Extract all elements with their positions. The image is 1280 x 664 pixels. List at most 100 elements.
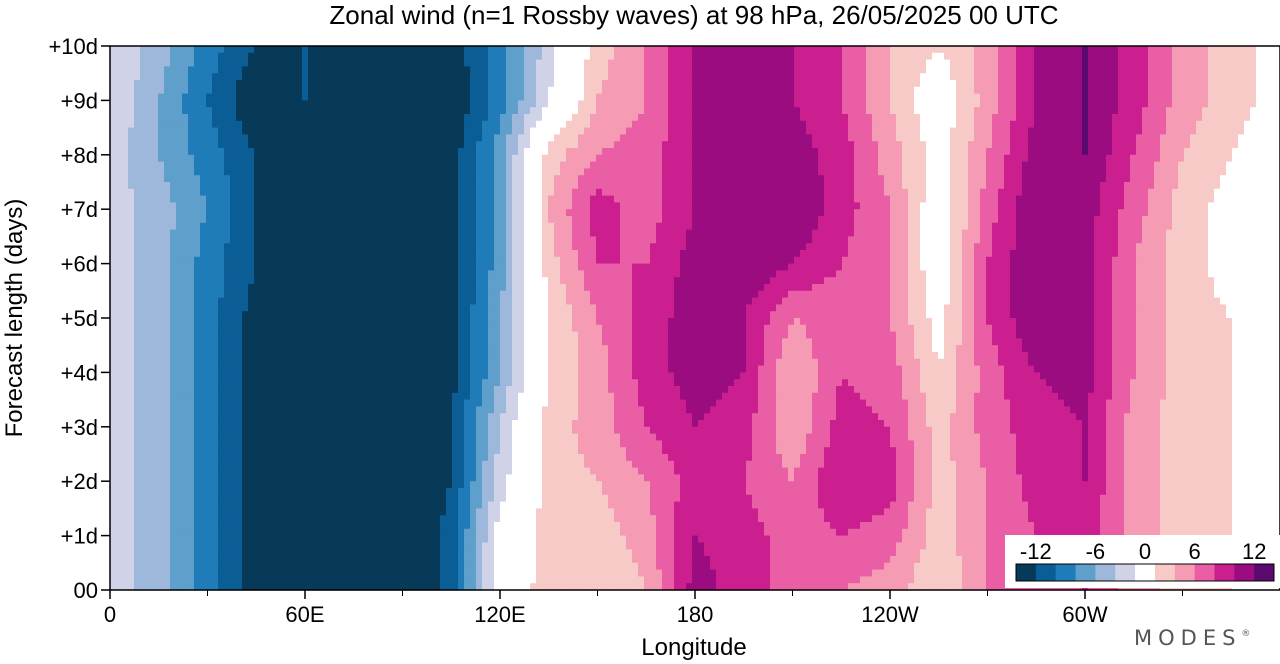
field-cell <box>110 114 117 122</box>
field-cell <box>890 175 897 183</box>
field-cell <box>752 134 759 142</box>
field-cell <box>404 59 411 67</box>
field-cell <box>116 134 123 142</box>
field-cell <box>272 141 279 149</box>
field-cell <box>1208 188 1215 197</box>
field-cell <box>296 195 303 203</box>
field-cell <box>740 168 747 176</box>
field-cell <box>920 154 927 163</box>
field-cell <box>386 127 393 135</box>
field-cell <box>590 141 597 149</box>
field-cell <box>122 66 129 74</box>
field-cell <box>1154 188 1161 197</box>
field-cell <box>1166 161 1173 169</box>
field-cell <box>440 46 447 54</box>
field-cell <box>1004 209 1011 217</box>
field-cell <box>308 134 315 142</box>
field-cell <box>626 127 633 135</box>
field-cell <box>1052 114 1059 122</box>
field-cell <box>1022 59 1029 67</box>
field-cell <box>1100 46 1107 54</box>
field-cell <box>980 86 987 95</box>
field-cell <box>1208 168 1215 176</box>
field-cell <box>458 127 465 135</box>
field-cell <box>1154 209 1161 217</box>
field-cell <box>1196 188 1203 197</box>
field-cell <box>788 52 795 61</box>
field-cell <box>536 188 543 197</box>
field-cell <box>212 59 219 67</box>
field-cell <box>626 188 633 197</box>
field-cell <box>164 168 171 176</box>
field-cell <box>614 216 621 224</box>
field-cell <box>944 73 951 81</box>
field-cell <box>1220 134 1227 142</box>
field-cell <box>398 100 405 108</box>
field-cell <box>950 100 957 108</box>
field-cell <box>890 46 897 54</box>
field-cell <box>710 100 717 108</box>
field-cell <box>1112 52 1119 61</box>
field-cell <box>818 120 825 129</box>
field-cell <box>1160 80 1167 88</box>
field-cell <box>704 209 711 217</box>
field-cell <box>824 93 831 101</box>
field-cell <box>230 168 237 176</box>
field-cell <box>1154 114 1161 122</box>
field-cell <box>164 86 171 95</box>
field-cell <box>1262 209 1269 217</box>
field-cell <box>152 93 159 101</box>
field-cell <box>734 188 741 197</box>
field-cell <box>356 195 363 203</box>
field-cell <box>812 195 819 203</box>
field-cell <box>500 141 507 149</box>
field-cell <box>416 141 423 149</box>
field-cell <box>1226 100 1233 108</box>
field-cell <box>1112 120 1119 129</box>
field-cell <box>434 93 441 101</box>
field-cell <box>1118 168 1125 176</box>
field-cell <box>710 154 717 163</box>
field-cell <box>1064 182 1071 190</box>
field-cell <box>464 134 471 142</box>
field-cell <box>836 93 843 101</box>
field-cell <box>590 175 597 183</box>
field-cell <box>1010 100 1017 108</box>
field-cell <box>128 107 135 115</box>
field-cell <box>728 154 735 163</box>
field-cell <box>482 154 489 163</box>
field-cell <box>764 195 771 203</box>
field-cell <box>404 168 411 176</box>
field-cell <box>800 100 807 108</box>
field-cell <box>542 120 549 129</box>
field-cell <box>566 52 573 61</box>
field-cell <box>1136 114 1143 122</box>
field-cell <box>740 52 747 61</box>
field-cell <box>284 168 291 176</box>
field-cell <box>968 127 975 135</box>
field-cell <box>266 86 273 95</box>
field-cell <box>680 182 687 190</box>
field-cell <box>164 141 171 149</box>
field-cell <box>788 168 795 176</box>
field-cell <box>812 127 819 135</box>
field-cell <box>872 66 879 74</box>
field-cell <box>914 66 921 74</box>
field-cell <box>1262 93 1269 101</box>
field-cell <box>626 209 633 217</box>
field-cell <box>1082 120 1089 129</box>
field-cell <box>962 80 969 88</box>
field-cell <box>938 86 945 95</box>
field-cell <box>992 195 999 203</box>
field-cell <box>902 148 909 156</box>
field-cell <box>1022 154 1029 163</box>
field-cell <box>152 188 159 197</box>
field-cell <box>1214 114 1221 122</box>
field-cell <box>110 216 117 224</box>
field-cell <box>236 134 243 142</box>
field-cell <box>1244 161 1251 169</box>
field-cell <box>1082 195 1089 203</box>
field-cell <box>662 168 669 176</box>
field-cell <box>800 161 807 169</box>
field-cell <box>890 100 897 108</box>
